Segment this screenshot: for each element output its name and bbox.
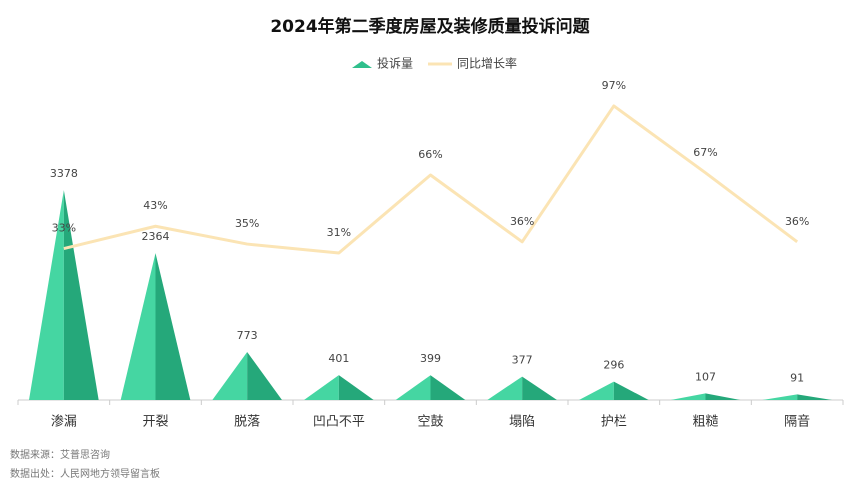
bar-left [670,393,706,400]
line-value-label: 33% [52,222,76,235]
bar-right [247,351,282,400]
bar-value-label: 296 [603,359,624,372]
line-value-label: 35% [235,217,259,230]
line-value-label: 43% [143,199,167,212]
bar-right [705,393,741,400]
bar-value-label: 773 [237,329,258,342]
source-note: 数据出处：人民网地方领导留言板 [10,467,160,480]
bar-right [522,376,557,400]
bar-right [155,253,191,400]
bar-value-label: 399 [420,352,441,365]
line-value-label: 66% [418,148,442,161]
bar-left [487,376,523,400]
bar-right [613,381,649,400]
x-tick-label: 隔音 [784,414,810,430]
line-value-label: 36% [510,215,534,228]
line-value-label: 31% [327,226,351,239]
legend-icon [352,61,372,68]
bar-value-label: 401 [328,352,349,365]
line-value-label: 36% [785,215,809,228]
x-tick-label: 凹凸不平 [313,415,365,430]
bar-value-label: 107 [695,370,716,383]
bar-left [762,394,798,400]
bar-left [579,381,614,400]
bar-value-label: 3378 [50,167,78,180]
bar-left [120,253,156,400]
line-value-label: 97% [602,79,626,92]
bar-right [797,394,832,400]
bar-left [212,351,248,400]
bar-right [430,375,466,400]
bar-left [304,375,339,400]
x-tick-label: 粗糙 [692,415,718,430]
bar-left [395,375,431,400]
x-tick-label: 塌陷 [509,415,535,430]
legend-label: 投诉量 [377,56,413,71]
x-tick-label: 渗漏 [51,414,77,430]
bar-value-label: 91 [790,371,804,384]
bar-value-label: 2364 [142,230,170,243]
chart-title: 2024年第二季度房屋及装修质量投诉问题 [270,16,590,37]
legend-label: 同比增长率 [457,56,517,71]
x-tick-label: 开裂 [142,415,168,430]
x-tick-label: 脱落 [234,415,260,430]
line-value-label: 67% [693,146,717,159]
bar-value-label: 377 [512,354,533,367]
bar-right [338,375,374,400]
growth-line [63,104,799,255]
bar-left [29,190,64,400]
x-tick-label: 空鼓 [417,415,443,430]
source-note: 数据来源：艾普思咨询 [10,448,110,461]
bar-right [63,190,99,400]
x-tick-label: 护栏 [601,415,627,430]
